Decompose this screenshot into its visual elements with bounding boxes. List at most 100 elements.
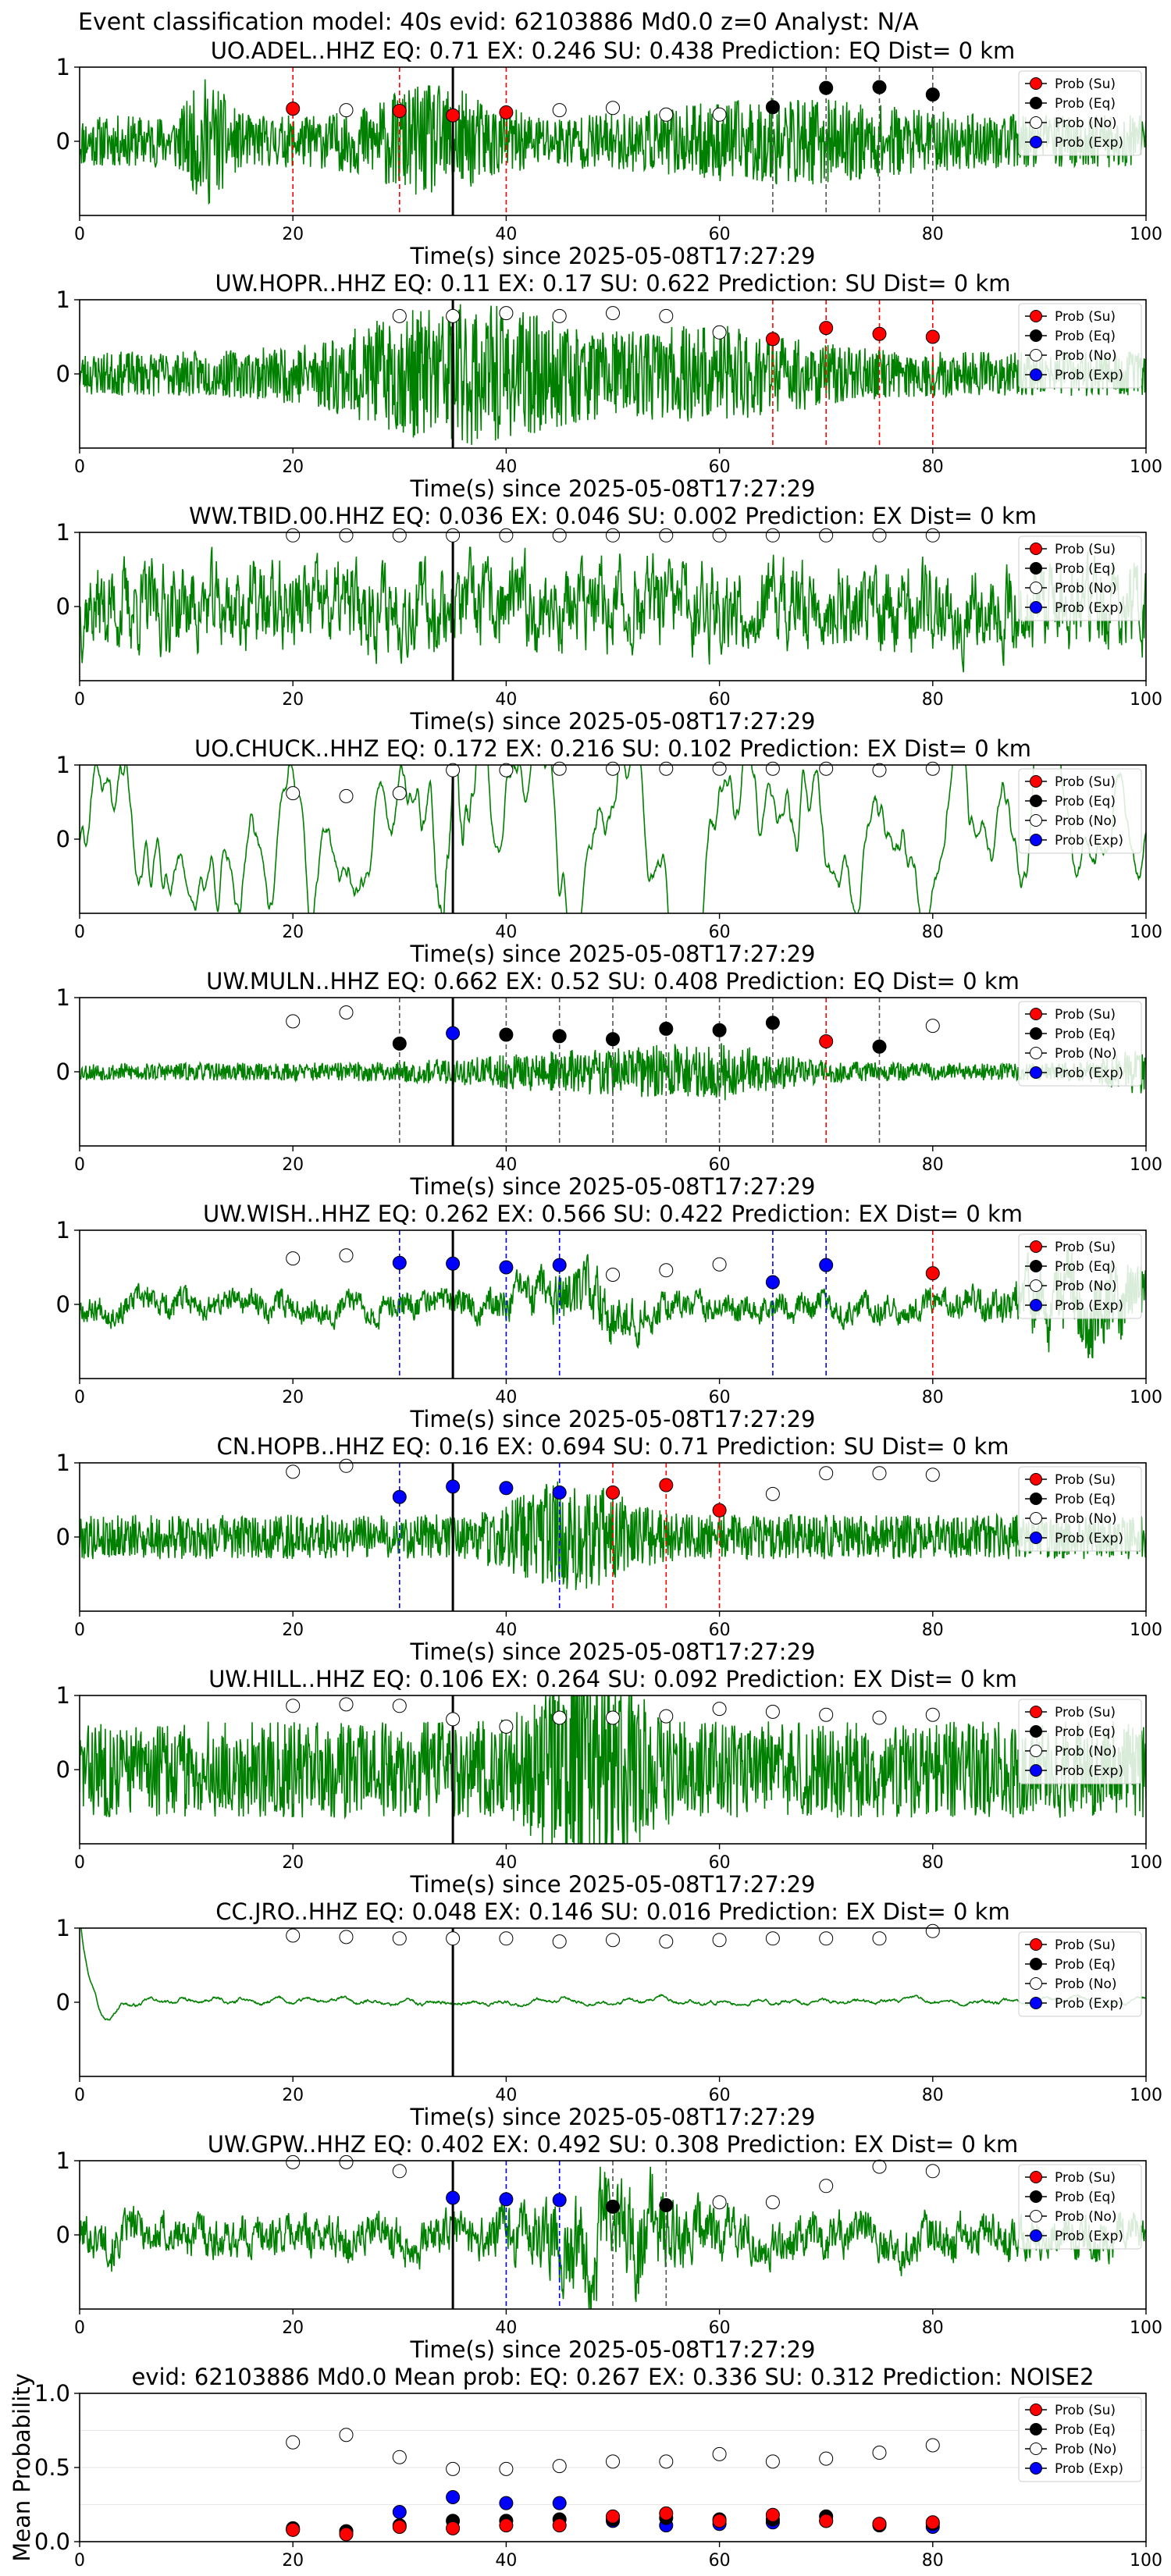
x-tick-label: 100 [1130,2551,1162,2571]
prob-marker-no [392,786,407,801]
legend-label: Prob (No) [1055,1511,1117,1527]
prob-marker-no [339,528,354,543]
legend-label: Prob (No) [1055,2209,1117,2225]
x-axis-label: Time(s) since 2025-05-08T17:27:29 [410,1406,816,1432]
prob-marker-no [552,2459,567,2474]
prob-marker-su [765,332,780,347]
prob-marker-no [712,107,727,122]
prob-marker-no [925,1019,940,1034]
legend-marker [1030,1027,1042,1040]
prob-marker-su [765,2507,780,2522]
legend-label: Prob (Eq) [1055,1957,1116,1973]
x-tick-label: 80 [922,2551,944,2571]
prob-marker-no [765,761,780,776]
prob-marker-no [499,1931,514,1946]
panel-2: UW.HOPR..HHZ EQ: 0.11 EX: 0.17 SU: 0.622… [56,270,1162,502]
x-tick-label: 80 [922,690,944,710]
prob-marker-no [765,2195,780,2210]
legend-marker [1030,136,1042,148]
y-tick-label: 0 [56,826,70,852]
x-tick-label: 100 [1130,923,1162,942]
legend-label: Prob (No) [1055,813,1117,829]
y-tick-label: 1 [56,286,70,313]
prob-marker-exp [446,2490,461,2504]
prob-marker-exp [552,1485,567,1500]
prob-marker-no [552,528,567,543]
legend-label: Prob (Su) [1055,1007,1116,1023]
prob-marker-no [872,1466,887,1481]
prob-marker-eq [872,80,887,94]
x-tick-label: 40 [495,1621,517,1640]
legend-label: Prob (Su) [1055,1705,1116,1720]
prob-marker-no [872,2159,887,2174]
x-tick-label: 80 [922,1853,944,1873]
x-tick-label: 100 [1130,2318,1162,2338]
legend-marker [1030,601,1042,614]
x-tick-label: 80 [922,2318,944,2338]
legend-label: Prob (Eq) [1055,794,1116,809]
prob-marker-eq [819,80,834,95]
waveform-trace [80,304,1146,445]
panel-10: UW.GPW..HHZ EQ: 0.402 EX: 0.492 SU: 0.30… [56,2131,1162,2363]
prob-marker-exp [499,2192,514,2207]
x-axis-label: Time(s) since 2025-05-08T17:27:29 [410,941,816,967]
x-tick-label: 60 [709,2318,731,2338]
x-tick-label: 20 [282,457,304,477]
prob-marker-no [819,1931,834,1946]
prob-marker-no [286,2435,301,2450]
legend-box [1018,2396,1142,2482]
x-tick-label: 100 [1130,457,1162,477]
x-tick-label: 20 [282,1853,304,1873]
legend-label: Prob (Eq) [1055,329,1116,344]
panel-title: UW.GPW..HHZ EQ: 0.402 EX: 0.492 SU: 0.30… [208,2131,1018,2158]
legend-label: Prob (Eq) [1055,561,1116,577]
panel-title: UW.HILL..HHZ EQ: 0.106 EX: 0.264 SU: 0.0… [208,1666,1017,1692]
waveform-trace [80,1695,1146,1844]
figure-suptitle: Event classification model: 40s evid: 62… [78,9,919,36]
x-tick-label: 80 [922,1388,944,1407]
y-tick-label: 1.0 [34,2380,70,2407]
prob-marker-no [392,528,407,543]
legend-label: Prob (Exp) [1055,2461,1123,2477]
prob-marker-no [286,1464,301,1479]
legend-label: Prob (No) [1055,348,1117,364]
prob-marker-exp [446,1026,461,1041]
legend-label: Prob (Exp) [1055,1763,1123,1779]
x-axis-label: Time(s) since 2025-05-08T17:27:29 [410,243,816,269]
x-tick-label: 0 [74,690,85,710]
x-tick-label: 20 [282,2086,304,2105]
prob-marker-exp [765,1275,780,1290]
x-tick-label: 40 [495,2086,517,2105]
legend-marker [1030,834,1042,846]
prob-marker-eq [765,100,780,115]
prob-marker-no [925,1468,940,1482]
prob-marker-no [552,103,567,118]
x-tick-label: 40 [495,1155,517,1175]
panel-9: CC.JRO..HHZ EQ: 0.048 EX: 0.146 SU: 0.01… [56,1898,1162,2130]
legend-label: Prob (Eq) [1055,1492,1116,1507]
panel-title: UO.CHUCK..HHZ EQ: 0.172 EX: 0.216 SU: 0.… [194,735,1031,762]
legend-box [1018,535,1142,621]
y-tick-label: 0 [56,1524,70,1550]
legend-label: Prob (Exp) [1055,833,1123,849]
panel-title: UW.WISH..HHZ EQ: 0.262 EX: 0.566 SU: 0.4… [203,1201,1023,1227]
prob-marker-no [606,306,620,321]
prob-marker-su [499,105,514,119]
legend-label: Prob (Exp) [1055,2229,1123,2244]
prob-marker-no [499,528,514,543]
prob-marker-exp [392,1255,407,1270]
prob-marker-no [392,1699,407,1713]
prob-marker-no [659,528,674,543]
x-tick-label: 100 [1130,1388,1162,1407]
prob-marker-exp [446,1479,461,1494]
prob-marker-no [286,1251,301,1266]
legend-label: Prob (No) [1055,1976,1117,1992]
prob-marker-no [286,1699,301,1713]
prob-marker-exp [499,1481,514,1496]
legend-marker [1030,1997,1042,2009]
prob-marker-no [659,1709,674,1724]
prob-marker-exp [392,2505,407,2519]
prob-marker-no [819,1466,834,1481]
prob-marker-no [606,1268,620,1282]
x-tick-label: 40 [495,1388,517,1407]
